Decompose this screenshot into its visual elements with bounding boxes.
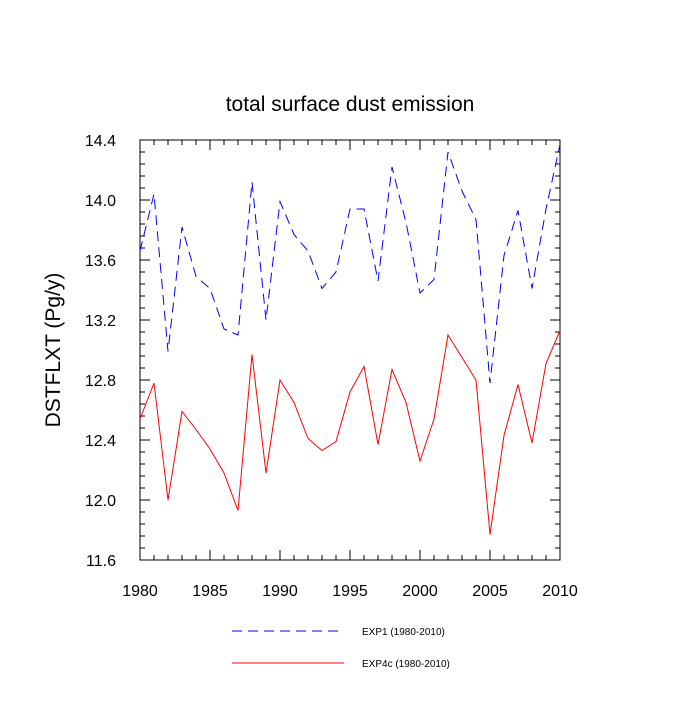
legend: EXP1 (1980-2010) EXP4c (1980-2010) [232, 627, 450, 670]
chart-title: total surface dust emission [226, 93, 475, 116]
y-tick-label: 12.4 [85, 433, 116, 450]
legend-label-1: EXP1 (1980-2010) [362, 627, 445, 638]
x-tick-label: 2010 [542, 583, 578, 600]
plot-frame [139, 139, 561, 561]
y-tick-label: 11.6 [86, 553, 116, 570]
y-tick-label: 14.0 [85, 193, 116, 210]
y-axis-label: DSTFLXT (Pg/y) [42, 273, 65, 428]
legend-label-2: EXP4c (1980-2010) [362, 659, 450, 670]
series-line-1 [139, 144, 561, 384]
y-tick-label: 14.4 [85, 133, 116, 150]
x-tick-label: 1990 [262, 583, 298, 600]
series-line-2 [139, 330, 561, 535]
y-tick-label: 12.0 [85, 493, 116, 510]
x-tick-label: 2005 [472, 583, 508, 600]
ticks-layer: 1980 1985 1990 1995 2000 2005 2010 11.6 12.0 12.4… [85, 133, 578, 600]
series-layer [139, 144, 561, 535]
x-tick-label: 1980 [122, 583, 158, 600]
y-tick-label: 12.8 [85, 373, 116, 390]
y-tick-label: 13.2 [85, 313, 116, 330]
y-tick-label: 13.6 [85, 253, 116, 270]
x-tick-label: 1985 [192, 583, 228, 600]
x-tick-label: 2000 [402, 583, 438, 600]
x-tick-label: 1995 [332, 583, 368, 600]
